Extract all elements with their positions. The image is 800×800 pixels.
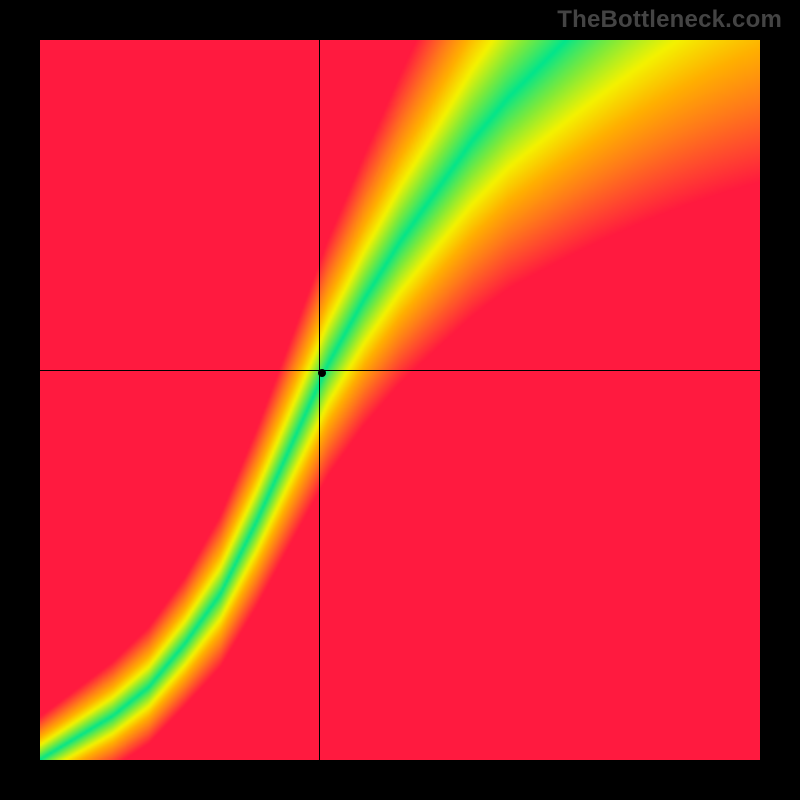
crosshair-marker: [318, 369, 326, 377]
watermark-text: TheBottleneck.com: [557, 6, 782, 34]
crosshair-vertical: [319, 40, 320, 760]
plot-area: [40, 40, 760, 760]
heatmap-canvas: [40, 40, 760, 760]
crosshair-horizontal: [40, 370, 760, 371]
chart-container: TheBottleneck.com: [0, 0, 800, 800]
